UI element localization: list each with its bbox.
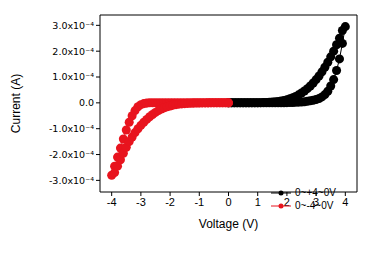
svg-text:2.0x10⁻⁴: 2.0x10⁻⁴: [52, 46, 94, 57]
svg-text:2: 2: [284, 196, 290, 208]
svg-text:1.0x10⁻⁴: 1.0x10⁻⁴: [52, 71, 94, 82]
svg-text:0.0: 0.0: [79, 97, 94, 108]
svg-text:-3: -3: [136, 196, 146, 208]
svg-text:0: 0: [225, 196, 231, 208]
svg-text:-3.0x10⁻⁴: -3.0x10⁻⁴: [49, 175, 94, 186]
svg-text:-2: -2: [165, 196, 175, 208]
svg-text:4: 4: [342, 196, 348, 208]
svg-text:-4: -4: [107, 196, 117, 208]
svg-text:3: 3: [313, 196, 319, 208]
svg-text:1: 1: [255, 196, 261, 208]
svg-text:3.0x10⁻⁴: 3.0x10⁻⁴: [52, 20, 94, 31]
svg-text:-2.0x10⁻⁴: -2.0x10⁻⁴: [49, 149, 94, 160]
svg-text:Current (A): Current (A): [9, 74, 23, 133]
svg-text:Voltage (V): Voltage (V): [199, 217, 258, 231]
svg-text:-1: -1: [194, 196, 204, 208]
svg-text:-1.0x10⁻⁴: -1.0x10⁻⁴: [49, 123, 94, 134]
